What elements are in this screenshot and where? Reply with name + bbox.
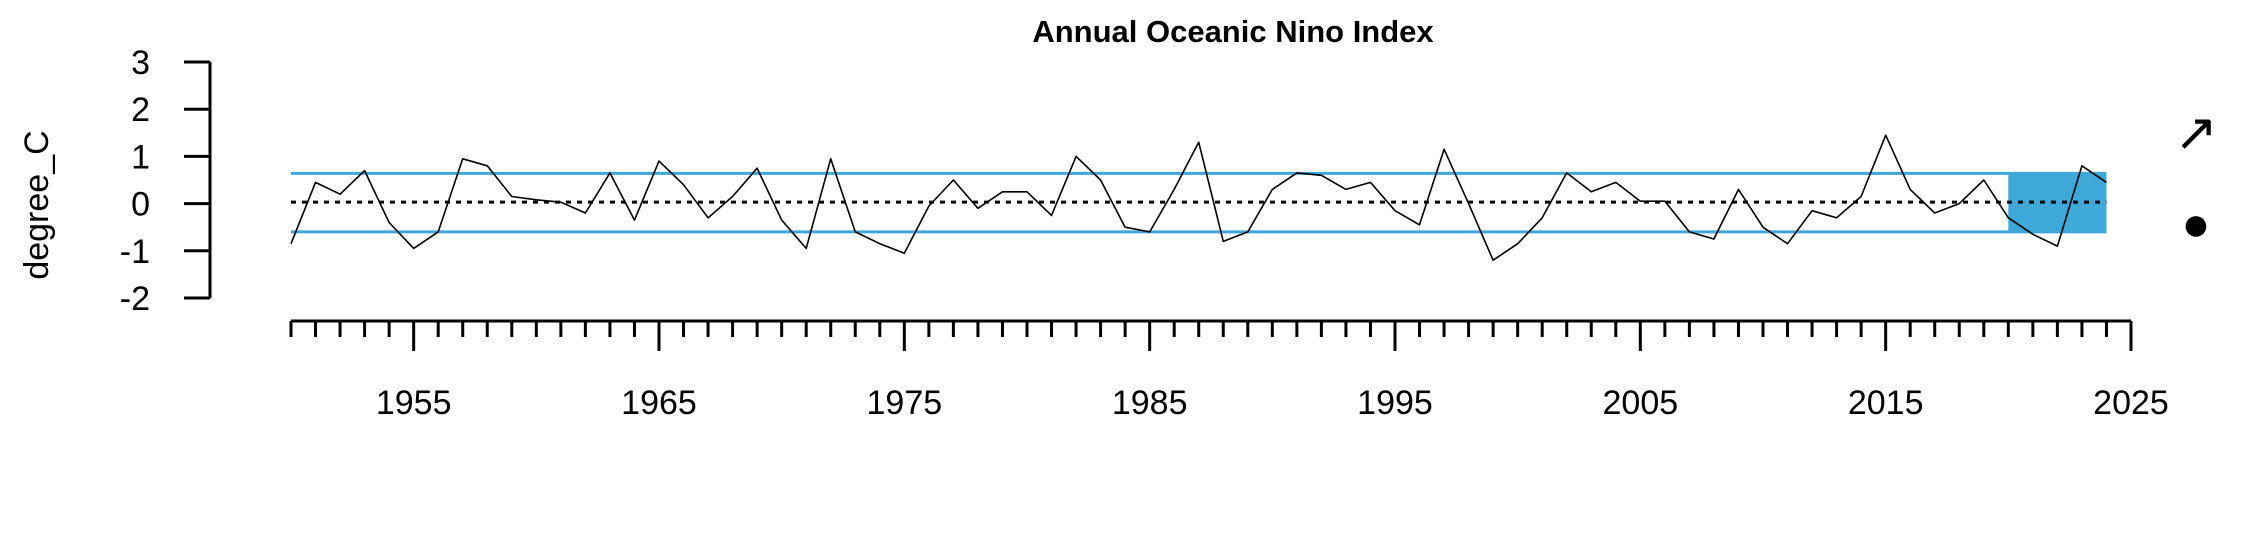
x-tick-label: 2025	[2093, 384, 2169, 422]
x-tick-label: 2015	[1848, 384, 1924, 422]
y-axis: 3 2 1 0 -1 -2	[120, 44, 212, 318]
y-tick-label: 2	[131, 91, 150, 129]
chart-title: Annual Oceanic Nino Index	[1032, 14, 1434, 49]
recent-window-box	[2008, 173, 2107, 232]
y-tick-label: 0	[131, 186, 150, 224]
y-tick-label: 3	[131, 44, 150, 82]
y-axis-label: degree_C	[18, 130, 56, 279]
x-tick-label: 1955	[376, 384, 452, 422]
series-line	[290, 134, 2107, 262]
y-tick-label: -2	[120, 280, 150, 318]
x-tick-label: 1995	[1357, 384, 1433, 422]
x-axis: 1955 1965 1975 1985 1995 2005 2015 2025	[289, 319, 2169, 422]
status-dot-icon: ●	[2182, 198, 2211, 251]
y-tick-label: -1	[120, 233, 150, 271]
y-tick-label: 1	[131, 138, 150, 176]
x-tick-label: 1985	[1112, 384, 1188, 422]
plot-region	[290, 134, 2107, 262]
x-tick-label: 1965	[621, 384, 697, 422]
trend-arrow-icon: ↗	[2174, 104, 2218, 162]
x-tick-label: 1975	[867, 384, 943, 422]
x-tick-label: 2005	[1603, 384, 1679, 422]
